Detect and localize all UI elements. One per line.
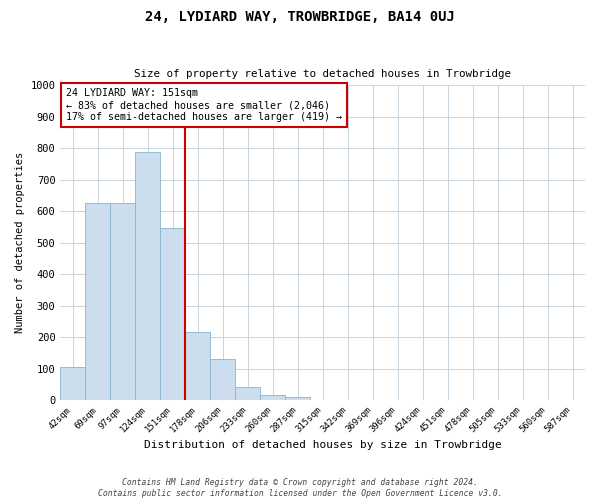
X-axis label: Distribution of detached houses by size in Trowbridge: Distribution of detached houses by size …	[144, 440, 502, 450]
Text: 24, LYDIARD WAY, TROWBRIDGE, BA14 0UJ: 24, LYDIARD WAY, TROWBRIDGE, BA14 0UJ	[145, 10, 455, 24]
Title: Size of property relative to detached houses in Trowbridge: Size of property relative to detached ho…	[134, 69, 511, 79]
Bar	[285, 398, 310, 400]
Bar	[160, 228, 185, 400]
Bar	[260, 395, 285, 400]
Bar	[61, 366, 85, 400]
Bar	[136, 152, 160, 400]
Bar	[235, 386, 260, 400]
Text: Contains HM Land Registry data © Crown copyright and database right 2024.
Contai: Contains HM Land Registry data © Crown c…	[98, 478, 502, 498]
Y-axis label: Number of detached properties: Number of detached properties	[15, 152, 25, 334]
Bar	[210, 358, 235, 401]
Text: 24 LYDIARD WAY: 151sqm
← 83% of detached houses are smaller (2,046)
17% of semi-: 24 LYDIARD WAY: 151sqm ← 83% of detached…	[65, 88, 341, 122]
Bar	[185, 332, 210, 400]
Bar	[85, 204, 110, 400]
Bar	[110, 204, 136, 400]
